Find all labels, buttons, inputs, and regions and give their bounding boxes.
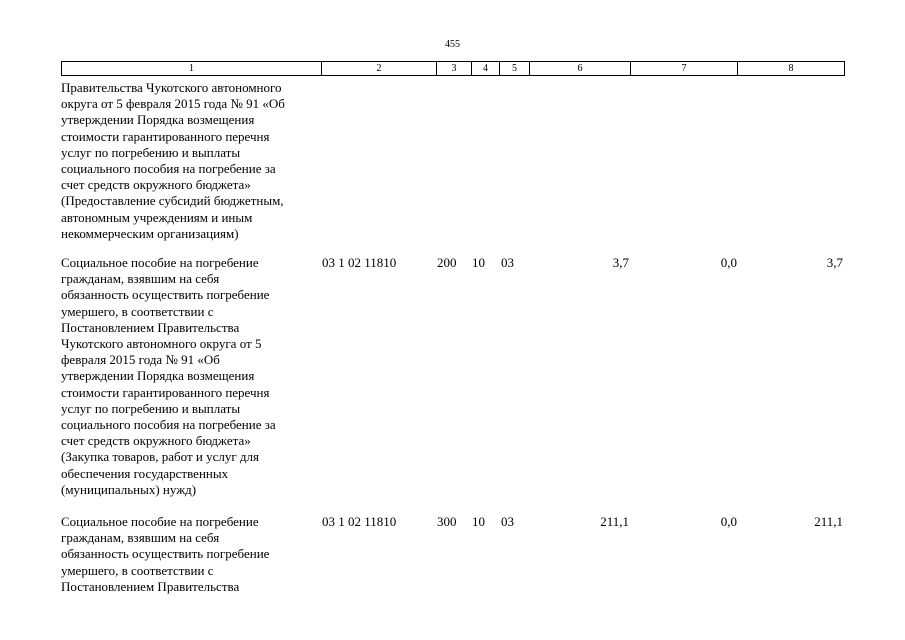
table-cell-sum-2: 0,0 bbox=[720, 255, 737, 270]
table-cell-expense-type: 200 bbox=[437, 255, 457, 270]
header-col-3: 3 bbox=[437, 62, 472, 75]
table-row-description: Социальное пособие на погребение граждан… bbox=[61, 255, 276, 497]
table-row-description: Правительства Чукотского автономного окр… bbox=[61, 80, 285, 241]
header-col-6: 6 bbox=[530, 62, 631, 75]
table-cell-sum-3: 211,1 bbox=[814, 514, 843, 529]
table-cell-target-code: 03 1 02 11810 bbox=[322, 514, 397, 529]
header-col-8: 8 bbox=[788, 63, 794, 74]
header-col-4: 4 bbox=[472, 62, 500, 75]
table-cell-target-code: 03 1 02 11810 bbox=[322, 255, 397, 270]
header-col-1: 1 bbox=[62, 62, 322, 75]
table-cell-subsection: 03 bbox=[501, 255, 514, 270]
table-cell-sum-2: 0,0 bbox=[720, 514, 737, 529]
table-cell-sum-1: 211,1 bbox=[600, 514, 629, 529]
table-cell-subsection: 03 bbox=[501, 514, 514, 529]
table-cell-section: 10 bbox=[472, 514, 485, 529]
header-col-2: 2 bbox=[322, 62, 437, 75]
header-col-7: 7 bbox=[631, 62, 738, 75]
table-cell-sum-3: 3,7 bbox=[826, 255, 843, 270]
table-row-description: Социальное пособие на погребение граждан… bbox=[61, 514, 270, 594]
table-cell-expense-type: 300 bbox=[437, 514, 457, 529]
table-cell-sum-1: 3,7 bbox=[612, 255, 629, 270]
page-number: 455 bbox=[445, 39, 460, 50]
table-cell-section: 10 bbox=[472, 255, 485, 270]
header-col-5: 5 bbox=[500, 62, 530, 75]
table-header-row: 1 2 3 4 5 6 7 8 bbox=[61, 61, 845, 76]
